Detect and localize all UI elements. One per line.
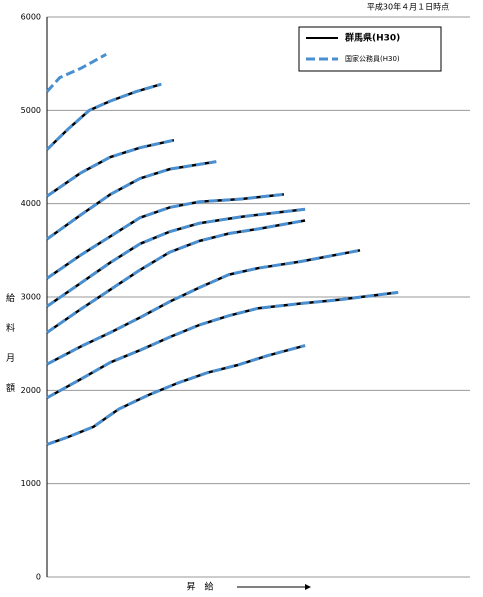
salary-curve [46,291,399,399]
legend-box [298,26,442,72]
y-tick-label: 3000 [21,293,41,302]
chart-title: 平成30年４月１日時点 [367,2,449,12]
salary-curve [46,218,306,334]
x-arrow-head [305,584,311,590]
salary-curve [45,53,107,93]
salary-curve [46,249,361,366]
salary-curve [46,138,175,198]
salary-curve [46,138,175,198]
salary-curve [46,160,217,241]
salary-curve [46,160,217,241]
salary-curve [46,192,285,280]
salary-curve [46,83,162,151]
legend-label: 群馬県(H30) [344,32,400,44]
y-tick-label: 0 [36,573,41,582]
legend-label: 国家公務員(H30) [345,54,400,63]
y-tick-label: 5000 [21,106,41,115]
salary-curve [46,193,285,280]
salary-curve [45,82,162,151]
y-tick-label: 4000 [21,199,41,208]
x-axis-label: 昇 給 [186,581,213,593]
salary-curve [46,290,399,400]
y-tick-label: 2000 [21,386,41,395]
salary-curve [46,219,306,334]
y-axis-label: 給料月額 [4,293,14,413]
salary-curve [46,207,306,308]
y-tick-label: 6000 [21,13,41,22]
salary-curve [46,248,361,366]
salary-curve [46,344,306,446]
y-tick-label: 1000 [21,479,41,488]
salary-curve [46,208,306,308]
